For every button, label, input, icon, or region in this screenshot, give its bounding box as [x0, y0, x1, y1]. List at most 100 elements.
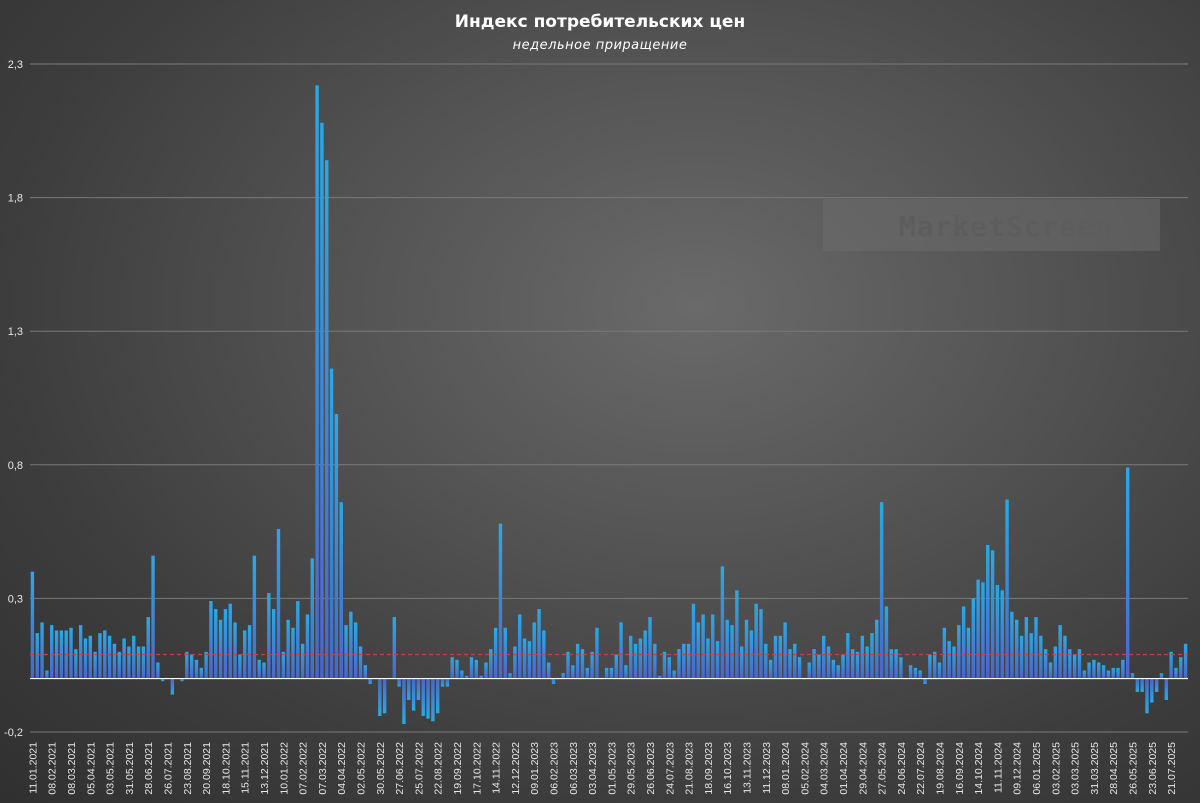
- bar: [35, 633, 39, 679]
- bar: [228, 603, 232, 679]
- bar: [267, 593, 271, 679]
- bar: [455, 659, 459, 679]
- bar: [619, 622, 623, 679]
- bar: [1087, 662, 1091, 679]
- bar: [822, 635, 826, 679]
- bar: [894, 649, 898, 679]
- bar: [286, 619, 290, 679]
- bar: [720, 566, 725, 679]
- grid-lines: [30, 63, 1188, 733]
- bar: [1126, 467, 1130, 679]
- bar: [957, 625, 961, 679]
- bar: [672, 670, 676, 679]
- bar: [117, 651, 121, 679]
- bar: [807, 662, 811, 679]
- bar: [933, 651, 937, 679]
- bar: [484, 662, 488, 679]
- x-tick-label: 03.02.2025: [1050, 742, 1062, 795]
- bar: [291, 627, 295, 679]
- bar: [532, 622, 536, 679]
- bar: [875, 619, 879, 679]
- bar: [416, 678, 421, 700]
- bar: [889, 649, 893, 679]
- bar: [325, 160, 329, 679]
- y-axis-ticks: -0,2 0,3 0,8 1,3 1,8 2,3: [4, 59, 23, 739]
- bar: [817, 654, 821, 679]
- x-tick-label: 17.10.2022: [471, 742, 483, 795]
- x-tick-label: 12.12.2022: [510, 742, 522, 795]
- bar: [223, 609, 228, 679]
- chart-title: Индекс потребительских цен: [455, 12, 745, 32]
- x-tick-label: 27.05.2024: [877, 742, 889, 795]
- bar: [981, 582, 985, 679]
- x-tick-label: 06.02.2023: [549, 742, 561, 795]
- bar: [132, 635, 136, 679]
- bar: [276, 528, 281, 679]
- bar: [493, 627, 498, 679]
- bar: [98, 633, 102, 679]
- x-tick-label: 09.12.2024: [1012, 742, 1024, 795]
- bar: [831, 659, 836, 679]
- y-tick-label: 0,3: [8, 593, 23, 605]
- bar: [503, 627, 507, 679]
- bar: [247, 625, 252, 679]
- bar: [1043, 649, 1048, 679]
- x-tick-label: 15.11.2021: [240, 742, 252, 794]
- bar: [262, 662, 266, 679]
- bar: [518, 614, 522, 679]
- bar: [156, 662, 160, 679]
- bar: [928, 654, 932, 679]
- bar: [354, 622, 358, 679]
- bar: [93, 651, 97, 679]
- bar: [990, 550, 995, 679]
- bar: [947, 641, 951, 679]
- y-tick-label: 0,8: [8, 460, 23, 472]
- bar: [440, 678, 445, 687]
- x-tick-label: 11.01.2021: [27, 742, 39, 794]
- bar: [392, 617, 396, 679]
- x-tick-label: 19.09.2022: [452, 742, 464, 795]
- bar: [1154, 678, 1159, 692]
- bar: [1072, 654, 1077, 679]
- bar: [498, 523, 503, 679]
- bar: [537, 609, 541, 679]
- bar: [682, 643, 686, 679]
- bar: [527, 641, 532, 679]
- bar: [1005, 499, 1009, 679]
- bar: [1063, 635, 1067, 679]
- bar: [986, 544, 990, 679]
- bar: [571, 665, 575, 679]
- bar: [1101, 665, 1106, 679]
- bar: [450, 657, 454, 679]
- bar: [411, 678, 416, 711]
- bar: [1048, 662, 1053, 679]
- bar: [629, 635, 633, 679]
- bar: [995, 585, 1000, 679]
- bar: [551, 678, 556, 684]
- bar: [754, 603, 758, 679]
- bar: [1019, 635, 1024, 679]
- watermark: MarketScreen: [823, 199, 1160, 251]
- bar: [238, 654, 242, 679]
- bar: [648, 617, 652, 679]
- x-tick-label: 02.05.2022: [356, 742, 368, 795]
- bar: [1034, 617, 1038, 679]
- bar: [971, 598, 975, 679]
- bar: [826, 646, 831, 679]
- bar: [633, 643, 638, 679]
- bar: [1015, 619, 1019, 679]
- x-tick-label: 24.06.2024: [896, 742, 908, 795]
- x-tick-label: 03.03.2025: [1070, 742, 1082, 795]
- bar: [479, 675, 483, 679]
- bar: [715, 641, 720, 679]
- bar: [1024, 617, 1029, 679]
- bar: [445, 678, 450, 687]
- bar: [773, 635, 778, 679]
- bar: [339, 502, 343, 679]
- x-tick-label: 28.06.2021: [143, 742, 155, 795]
- bar: [609, 667, 614, 679]
- bar: [638, 638, 643, 679]
- bar: [662, 651, 667, 679]
- bar: [1121, 659, 1125, 679]
